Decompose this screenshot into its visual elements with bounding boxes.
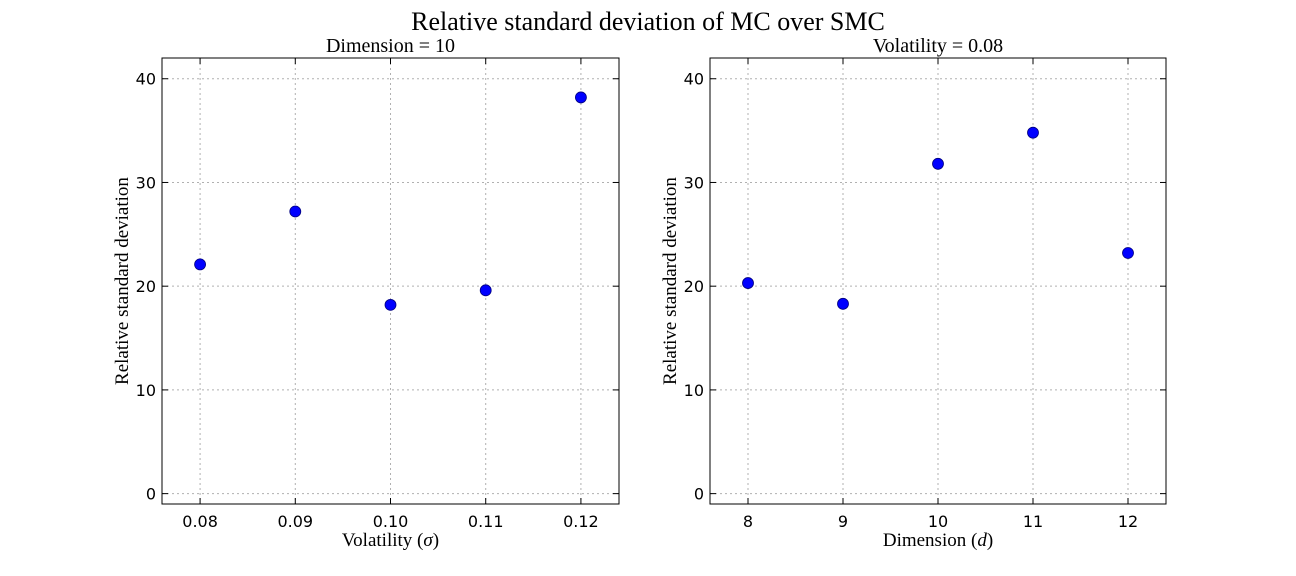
y-axis-label: Relative standard deviation bbox=[112, 177, 133, 385]
data-point bbox=[742, 277, 754, 289]
chart-panel-1: 0.08 0.09 0.10 0.11 0.12 0 10 20 30 40 Dimension =… bbox=[112, 35, 620, 551]
subplot-title: Dimension = 10 bbox=[326, 35, 455, 57]
chart-panel-2: 8 9 10 11 12 0 10 20 30 40 Volatility = 0.08 Dimens… bbox=[660, 35, 1167, 551]
x-tick-label: 12 bbox=[1118, 512, 1138, 531]
x-tick-label: 0.09 bbox=[277, 512, 313, 531]
data-point bbox=[837, 297, 849, 310]
x-tick-label: 0.10 bbox=[373, 512, 409, 531]
x-tick-label: 0.12 bbox=[563, 512, 599, 531]
data-point bbox=[932, 157, 944, 170]
y-tick-label: 40 bbox=[684, 70, 704, 89]
y-tick-label: 30 bbox=[136, 173, 156, 192]
data-point bbox=[194, 258, 206, 271]
x-tick-label: 0.08 bbox=[182, 512, 218, 531]
subplot-title: Volatility = 0.08 bbox=[873, 35, 1003, 57]
y-tick-label: 40 bbox=[136, 70, 156, 89]
y-tick-label: 0 bbox=[146, 485, 156, 504]
x-tick-label: 11 bbox=[1023, 512, 1043, 531]
data-point bbox=[289, 205, 302, 218]
data-point bbox=[384, 298, 397, 311]
data-point bbox=[1122, 247, 1134, 259]
data-point bbox=[479, 284, 492, 297]
x-tick-label: 10 bbox=[928, 512, 948, 531]
y-axis-label: Relative standard deviation bbox=[660, 177, 681, 385]
data-point bbox=[575, 91, 587, 104]
data-point bbox=[1027, 126, 1039, 139]
x-tick-label: 8 bbox=[743, 512, 753, 531]
y-tick-label: 20 bbox=[136, 277, 156, 296]
x-tick-label: 9 bbox=[838, 512, 848, 531]
x-axis-label: Dimension (d) bbox=[883, 530, 993, 551]
y-tick-label: 30 bbox=[684, 173, 704, 192]
y-tick-label: 10 bbox=[684, 381, 704, 400]
y-tick-label: 20 bbox=[684, 277, 704, 296]
x-tick-label: 0.11 bbox=[468, 512, 504, 531]
y-tick-label: 10 bbox=[136, 381, 156, 400]
x-axis-label: Volatility (σ) bbox=[342, 530, 439, 551]
y-tick-label: 0 bbox=[694, 485, 704, 504]
figure-title: Relative standard deviation of MC over S… bbox=[411, 7, 885, 36]
